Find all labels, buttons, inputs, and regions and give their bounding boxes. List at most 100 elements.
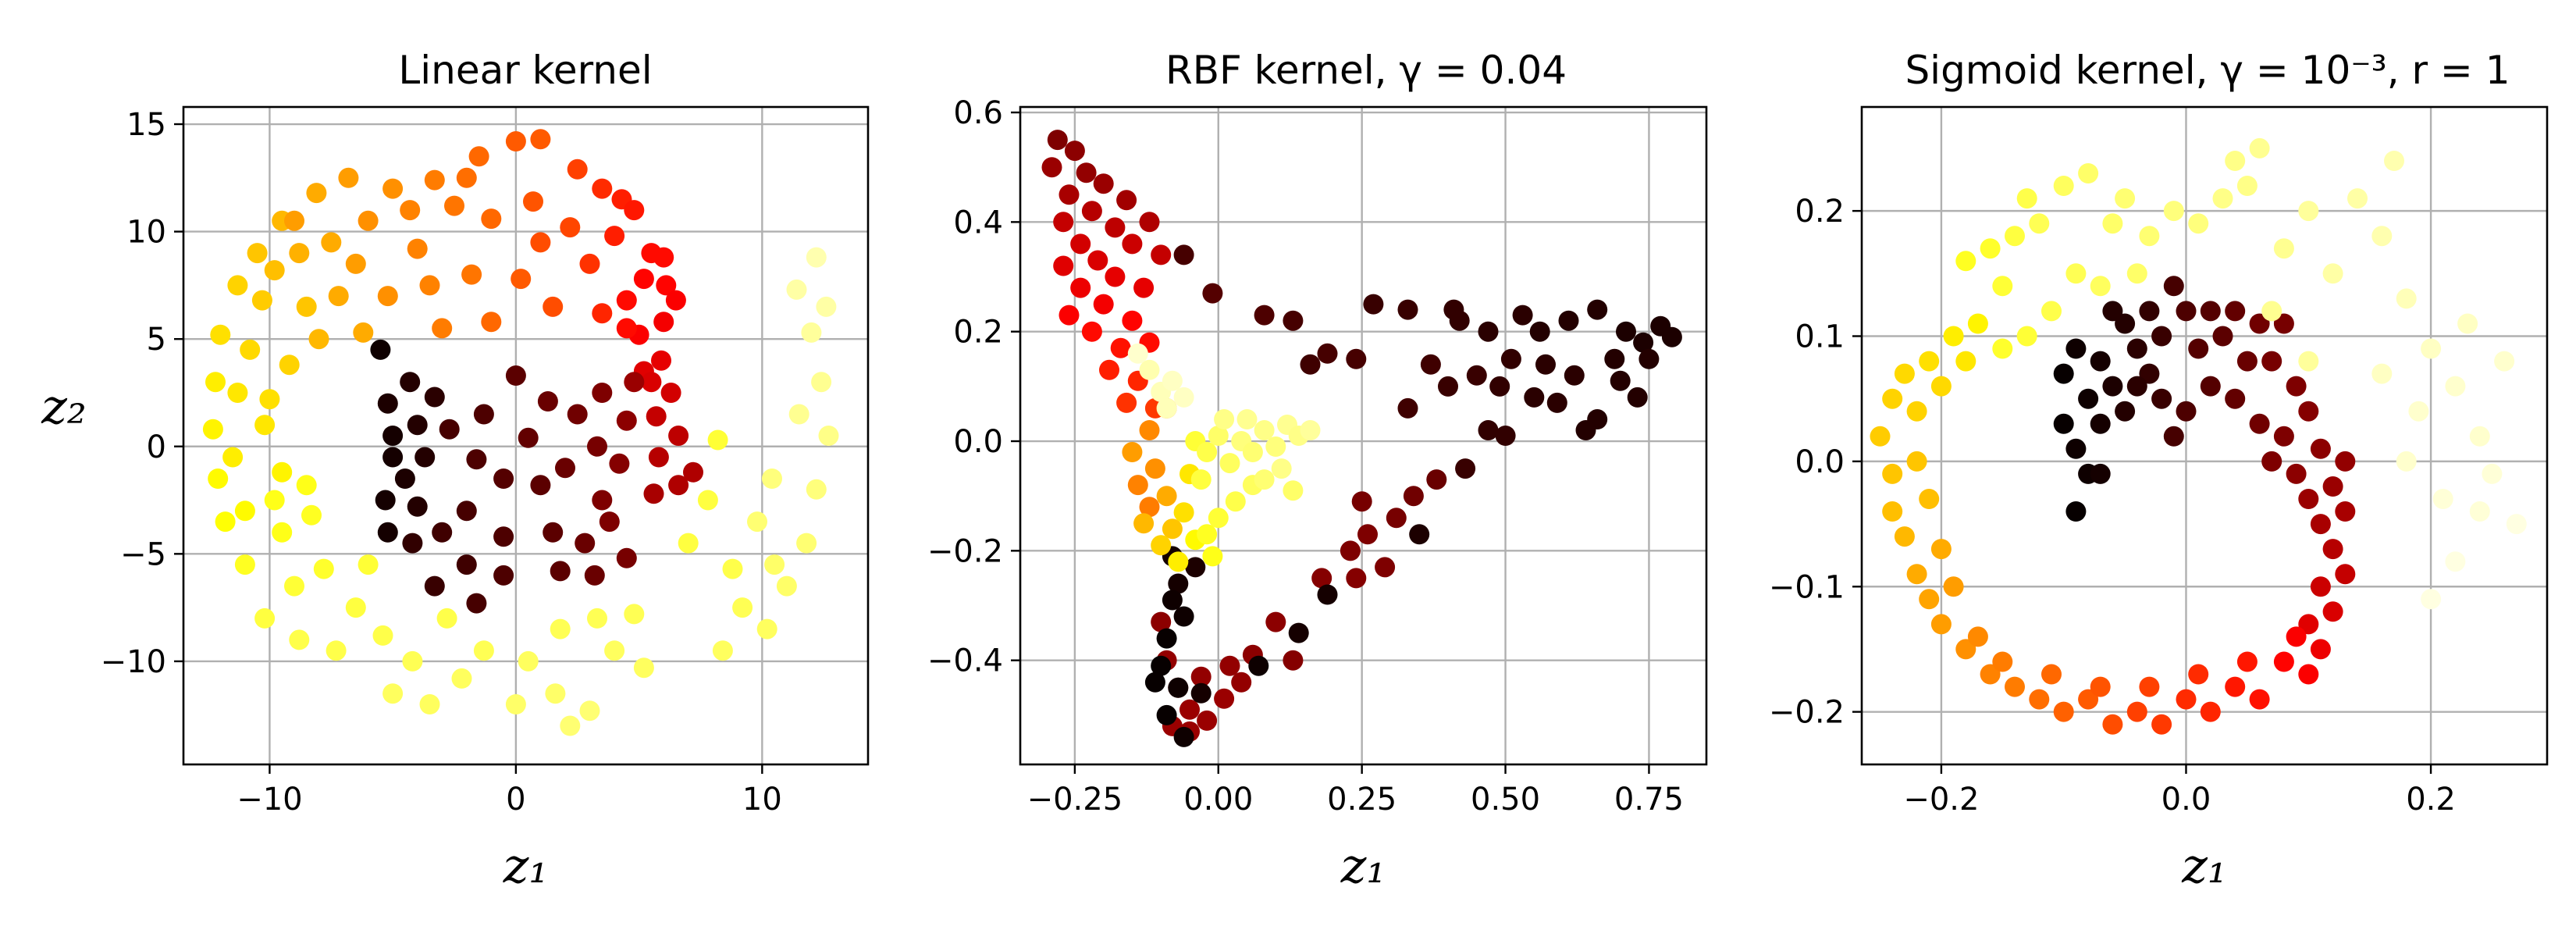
- data-point: [2188, 664, 2209, 685]
- data-point: [377, 286, 398, 307]
- data-point: [530, 475, 551, 496]
- data-point: [543, 296, 564, 317]
- data-point: [2126, 338, 2147, 359]
- data-point: [788, 404, 809, 425]
- data-point: [377, 393, 398, 414]
- data-point: [1087, 250, 1108, 271]
- data-point: [1173, 387, 1194, 408]
- data-point: [407, 415, 428, 436]
- data-point: [1173, 606, 1194, 627]
- data-point: [1311, 568, 1332, 589]
- data-point: [456, 501, 477, 522]
- data-point: [2151, 326, 2172, 347]
- data-point: [616, 318, 637, 339]
- data-point: [377, 522, 398, 543]
- data-point: [592, 383, 613, 403]
- data-point: [1219, 655, 1240, 676]
- data-point: [2421, 589, 2442, 610]
- data-point: [2249, 313, 2270, 334]
- data-point: [1317, 343, 1338, 364]
- data-point: [2249, 137, 2270, 159]
- data-point: [592, 303, 613, 324]
- data-point: [1478, 420, 1499, 440]
- data-point: [1133, 513, 1155, 534]
- data-point: [697, 490, 718, 511]
- data-point: [648, 447, 669, 468]
- data-point: [616, 410, 637, 431]
- data-point: [1162, 370, 1183, 391]
- data-point: [2115, 313, 2136, 334]
- data-point: [2506, 514, 2527, 535]
- data-point: [660, 383, 681, 403]
- data-point: [2139, 676, 2160, 697]
- data-point: [1190, 666, 1212, 687]
- data-point: [2090, 351, 2111, 372]
- data-point: [1955, 351, 1976, 372]
- data-point: [345, 253, 366, 274]
- data-point: [1047, 130, 1068, 151]
- data-point: [205, 372, 226, 393]
- data-point: [2102, 301, 2123, 322]
- data-point: [560, 715, 581, 736]
- data-point: [712, 640, 733, 661]
- data-point: [599, 511, 620, 533]
- data-point: [402, 650, 423, 672]
- data-point: [1059, 184, 1080, 205]
- data-point: [301, 504, 322, 526]
- panel-sigmoid-kernel: Sigmoid kernel, γ = 10⁻³, r = 1 −0.2 0.0 0…: [1769, 48, 2549, 894]
- data-point: [505, 131, 526, 151]
- data-point: [358, 210, 379, 231]
- data-point: [505, 365, 526, 386]
- data-point: [1930, 539, 1952, 560]
- data-point: [1214, 688, 1235, 709]
- data-point: [227, 275, 248, 296]
- data-point: [656, 275, 677, 296]
- data-point: [2335, 501, 2356, 522]
- data-point: [466, 593, 487, 614]
- data-point: [2322, 476, 2343, 497]
- data-point: [2371, 226, 2393, 247]
- x-tick-label: 0.25: [1327, 782, 1397, 818]
- title-rbf-kernel: RBF kernel, γ = 0.04: [1165, 48, 1567, 93]
- data-point: [2322, 263, 2343, 284]
- data-point: [2041, 301, 2062, 322]
- data-point: [419, 694, 440, 714]
- data-point: [1967, 313, 1988, 334]
- data-point: [653, 247, 674, 268]
- data-point: [2335, 451, 2356, 472]
- data-point: [1041, 157, 1062, 178]
- data-point: [345, 597, 366, 618]
- y-tick-label: 15: [126, 107, 166, 143]
- data-point: [1202, 283, 1223, 304]
- x-tick-label: −0.25: [1027, 782, 1123, 818]
- data-point: [2200, 301, 2221, 322]
- data-point: [1254, 420, 1275, 440]
- data-point: [2298, 351, 2319, 372]
- y-tick-label: 0.0: [1795, 444, 1845, 480]
- data-point: [1093, 173, 1114, 194]
- data-point: [444, 195, 464, 216]
- data-point: [308, 329, 329, 350]
- data-point: [2065, 338, 2087, 359]
- data-point: [796, 533, 817, 554]
- data-point: [1397, 397, 1418, 419]
- title-sigmoid-kernel: Sigmoid kernel, γ = 10⁻³, r = 1: [1905, 48, 2510, 93]
- data-point: [264, 260, 285, 281]
- data-point: [2298, 489, 2319, 509]
- data-point: [668, 426, 689, 446]
- data-point: [2065, 438, 2087, 459]
- data-point: [1265, 436, 1286, 457]
- data-point: [543, 522, 564, 543]
- data-point: [2016, 326, 2037, 347]
- data-point: [1943, 326, 1964, 347]
- data-point: [1173, 502, 1194, 523]
- data-point: [1455, 458, 1476, 479]
- data-point: [2298, 401, 2319, 422]
- data-point: [732, 597, 753, 618]
- data-point: [1139, 359, 1160, 380]
- data-point: [1156, 397, 1177, 419]
- data-point: [1409, 524, 1430, 545]
- y-tick-label: 5: [147, 322, 166, 358]
- data-point: [2053, 176, 2074, 196]
- data-point: [1151, 611, 1172, 632]
